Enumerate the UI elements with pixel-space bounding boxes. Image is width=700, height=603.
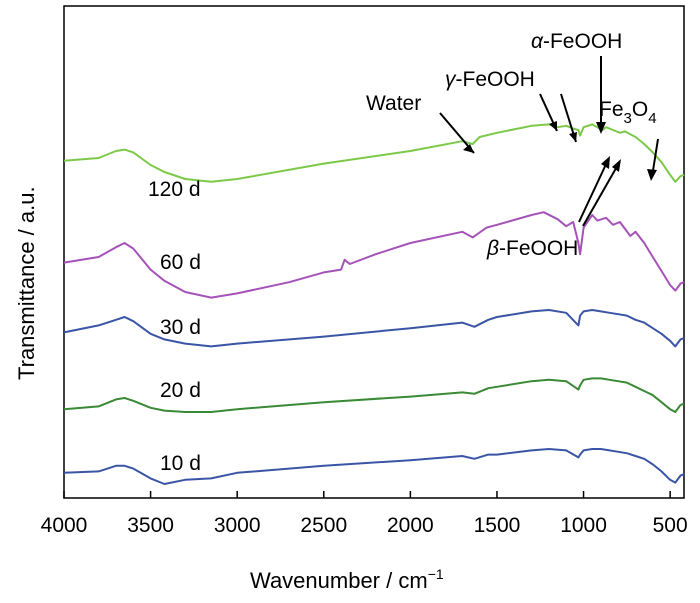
x-tick-label-1000: 1000 bbox=[560, 514, 607, 537]
annotation-beta-feooh-label: β-FeOOH bbox=[486, 237, 578, 260]
x-tick-label-3000: 3000 bbox=[214, 514, 261, 537]
x-tick-label-2500: 2500 bbox=[300, 514, 347, 537]
annotation-alpha-arrowhead bbox=[596, 122, 606, 134]
series-line-30d bbox=[63, 309, 685, 348]
annotation-beta-arrowhead-2 bbox=[612, 159, 621, 172]
series-label-120d: 120 d bbox=[148, 178, 201, 201]
annotation-beta-symbol: β bbox=[486, 237, 499, 260]
annotation-gamma-arrowhead-2 bbox=[569, 132, 577, 142]
x-axis-ticks: 4000 3500 3000 2500 2000 1500 1000 500 bbox=[41, 491, 688, 537]
x-tick-label-4000: 4000 bbox=[41, 514, 88, 537]
y-axis-title: Transmittance / a.u. bbox=[14, 186, 39, 380]
x-tick-label-1500: 1500 bbox=[474, 514, 521, 537]
annotation-fe3o4-label: Fe3O4 bbox=[599, 98, 657, 127]
annotation-gamma-feooh: γ-FeOOH bbox=[445, 68, 577, 143]
series-label-10d: 10 d bbox=[160, 452, 201, 475]
annotation-alpha-symbol: α bbox=[531, 30, 544, 53]
series-layer bbox=[63, 123, 685, 485]
annotation-alpha-feooh: α-FeOOH bbox=[531, 30, 622, 134]
annotation-alpha-text: -FeOOH bbox=[543, 30, 622, 53]
x-tick-label-2000: 2000 bbox=[387, 514, 434, 537]
annotation-fe3o4-sub3: 3 bbox=[624, 110, 632, 127]
annotation-beta-arrow-1 bbox=[578, 159, 609, 223]
annotation-beta-arrow-2 bbox=[582, 162, 620, 227]
annotation-beta-feooh: β-FeOOH bbox=[486, 156, 621, 260]
series-line-10d bbox=[63, 448, 685, 485]
x-axis-title: Wavenumber / cm−1 bbox=[250, 566, 444, 593]
annotation-fe3o4-arrowhead bbox=[647, 169, 657, 181]
annotation-fe3o4-sub4: 4 bbox=[648, 110, 656, 127]
annotation-gamma-text: -FeOOH bbox=[456, 68, 535, 91]
annotation-water-arrowhead bbox=[463, 144, 474, 153]
series-line-20d bbox=[63, 377, 685, 413]
series-line-120d bbox=[63, 123, 685, 183]
plot-frame bbox=[63, 5, 685, 499]
series-label-30d: 30 d bbox=[160, 316, 201, 339]
annotation-gamma-symbol: γ bbox=[445, 68, 457, 91]
annotation-gamma-arrowhead-1 bbox=[549, 121, 557, 131]
series-label-60d: 60 d bbox=[160, 251, 201, 274]
x-tick-label-500: 500 bbox=[653, 514, 688, 537]
annotation-beta-arrowhead-1 bbox=[601, 156, 610, 169]
annotation-fe3o4-fe: Fe bbox=[599, 98, 624, 121]
annotation-beta-text: -FeOOH bbox=[499, 237, 578, 260]
series-label-20d: 20 d bbox=[160, 379, 201, 402]
annotation-alpha-feooh-label: α-FeOOH bbox=[531, 30, 622, 53]
x-tick-label-3500: 3500 bbox=[127, 514, 174, 537]
annotation-fe3o4: Fe3O4 bbox=[599, 98, 659, 181]
series-line-60d bbox=[63, 211, 685, 299]
annotation-fe3o4-o: O bbox=[632, 98, 648, 121]
annotation-gamma-feooh-label: γ-FeOOH bbox=[445, 68, 535, 91]
x-axis-title-main: Wavenumber / cm bbox=[250, 568, 428, 593]
x-axis-title-superscript: −1 bbox=[428, 566, 444, 582]
annotation-water-label: Water bbox=[366, 92, 421, 115]
annotation-water: Water bbox=[366, 92, 475, 154]
